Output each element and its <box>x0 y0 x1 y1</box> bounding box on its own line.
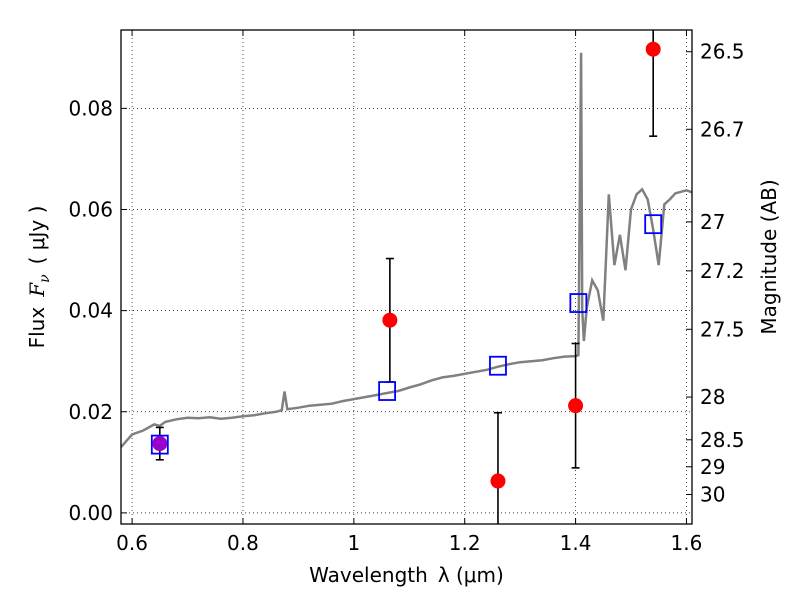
x-axis-label: Wavelength λ (μm) <box>309 563 504 587</box>
synthetic-marker <box>489 355 507 376</box>
right-tick-label: 28 <box>700 385 725 409</box>
right-tick-label: 27.2 <box>700 259 745 283</box>
plot-frame <box>120 29 693 525</box>
x-tick-label: 0.6 <box>116 531 148 555</box>
observed-marker <box>382 312 398 328</box>
y-tick-label: 0.02 <box>68 400 113 424</box>
synthetic-marker <box>378 381 396 401</box>
synthetic-marker <box>569 293 588 313</box>
right-tick-label: 30 <box>700 483 725 507</box>
right-tick-label: 26.7 <box>700 117 745 141</box>
observed-marker <box>152 436 168 452</box>
x-tick-label: 1 <box>347 531 360 555</box>
y-tick-label: 0.06 <box>68 197 113 221</box>
synthetic-marker <box>150 434 169 455</box>
observed-marker <box>568 398 584 414</box>
right-tick-label: 26.5 <box>700 40 745 64</box>
observed-marker <box>645 41 661 57</box>
right-tick-label: 29 <box>700 455 725 479</box>
right-tick-label: 27 <box>700 210 725 234</box>
observed-marker <box>490 473 506 489</box>
model-spectrum <box>121 52 692 448</box>
x-tick-label: 1.2 <box>449 531 481 555</box>
observed-photometry-markers <box>152 41 661 489</box>
axis-ticks: 0.6 0.8 1 1.2 1.4 1.6 0.00 0.02 0.04 0.06 0.08 26.5… <box>68 30 745 555</box>
right-tick-label: 27.5 <box>700 317 745 341</box>
right-tick-label: 28.5 <box>700 428 745 452</box>
y-tick-label: 0.08 <box>68 96 113 120</box>
synthetic-photometry-markers <box>150 214 663 455</box>
y-tick-label: 0.04 <box>68 299 113 323</box>
synthetic-marker <box>644 214 663 235</box>
right-axis-label: Magnitude (AB) <box>757 179 781 334</box>
x-tick-label: 1.4 <box>560 531 592 555</box>
model-spectrum-line <box>121 52 692 448</box>
x-tick-label: 1.6 <box>671 531 703 555</box>
y-tick-label: 0.00 <box>68 501 113 525</box>
y-axis-label: FluxFν( μJy ) <box>25 206 53 349</box>
x-tick-label: 0.8 <box>227 531 259 555</box>
